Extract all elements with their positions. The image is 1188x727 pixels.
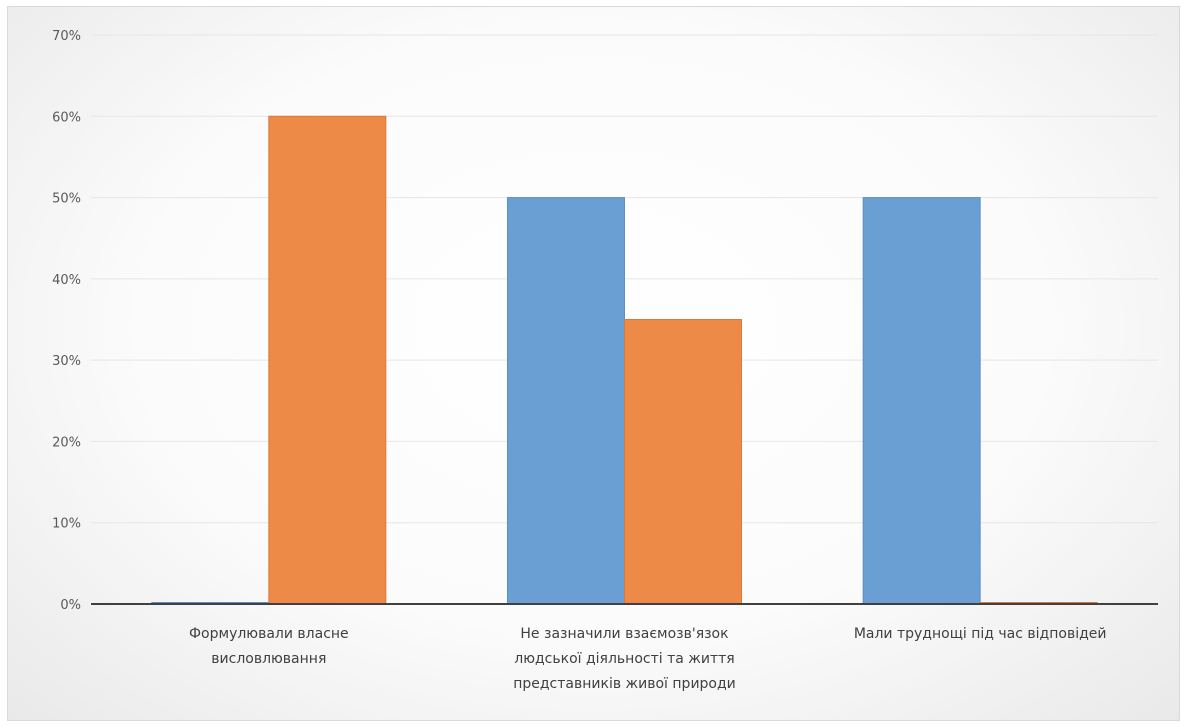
x-category-label: Мали труднощі під час відповідей	[854, 626, 1107, 642]
y-tick-label: 0%	[60, 598, 81, 613]
y-axis-ticks: 0% 10% 20% 30% 40% 50% 60% 70%	[52, 29, 81, 613]
y-tick-label: 60%	[52, 110, 81, 125]
bar-chart: 0% 10% 20% 30% 40% 50% 60% 70% Формулювали влас…	[52, 29, 1158, 692]
x-axis-categories: Формулювали власне висловлювання Не зазнач…	[189, 626, 1106, 692]
bar	[862, 197, 981, 605]
bar	[507, 197, 625, 605]
chart-frame: 0% 10% 20% 30% 40% 50% 60% 70% Формулювали влас…	[7, 6, 1180, 721]
y-tick-label: 50%	[52, 192, 81, 207]
bars	[151, 115, 1098, 605]
x-category-label: Формулювали власне висловлювання	[189, 626, 349, 667]
y-tick-label: 30%	[52, 354, 81, 369]
y-tick-label: 70%	[52, 29, 81, 44]
y-tick-label: 10%	[52, 517, 81, 532]
y-tick-label: 20%	[52, 435, 81, 450]
x-category-label: Не зазначили взаємозв'язок людської діяль…	[513, 626, 736, 692]
bar	[624, 319, 742, 605]
bar	[268, 115, 387, 605]
y-tick-label: 40%	[52, 273, 81, 288]
